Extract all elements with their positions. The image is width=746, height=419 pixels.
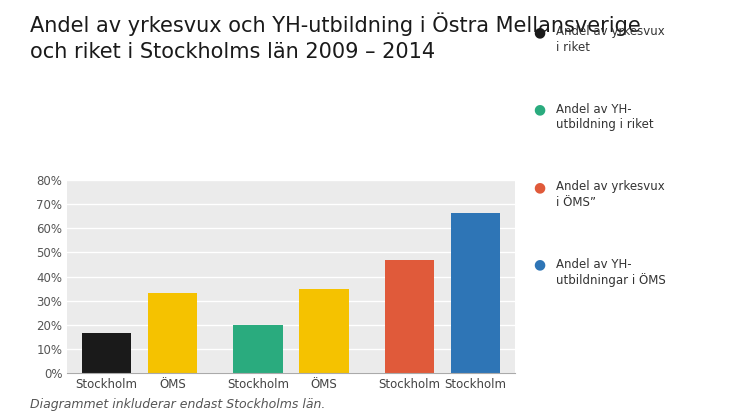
Text: Andel av YH-
utbildning i riket: Andel av YH- utbildning i riket [556, 103, 653, 131]
Text: ●: ● [533, 103, 545, 116]
Text: Andel av yrkesvux
i ÖMS”: Andel av yrkesvux i ÖMS” [556, 180, 665, 209]
Text: ●: ● [533, 258, 545, 272]
Bar [148, 293, 197, 373]
Text: Diagrammet inkluderar endast Stockholms län.: Diagrammet inkluderar endast Stockholms … [30, 398, 325, 411]
Text: ●: ● [533, 180, 545, 194]
Bar [451, 213, 500, 373]
Text: ●: ● [533, 25, 545, 39]
Bar [82, 333, 131, 373]
Bar [385, 260, 434, 373]
Bar [299, 289, 348, 373]
Text: Andel av yrkesvux
i riket: Andel av yrkesvux i riket [556, 25, 665, 54]
Text: Andel av YH-
utbildningar i ÖMS: Andel av YH- utbildningar i ÖMS [556, 258, 665, 287]
Text: Andel av yrkesvux och YH-utbildning i Östra Mellansverige
och riket i Stockholms: Andel av yrkesvux och YH-utbildning i Ös… [30, 13, 641, 62]
Bar [233, 326, 283, 373]
